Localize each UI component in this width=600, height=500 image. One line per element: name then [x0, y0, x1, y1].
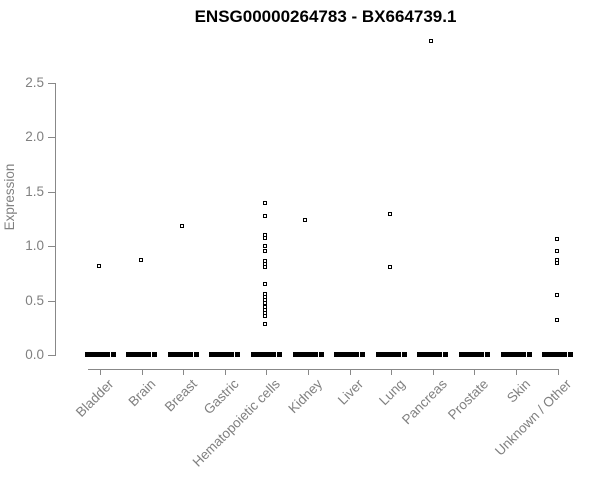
y-tick — [48, 83, 56, 84]
zero-cluster — [84, 352, 116, 357]
data-point — [262, 322, 267, 327]
x-tick-label: Breast — [161, 376, 201, 415]
data-point — [303, 217, 308, 222]
x-tick — [183, 369, 185, 375]
zero-cluster — [417, 352, 449, 357]
chart-title: ENSG00000264783 - BX664739.1 — [194, 7, 457, 26]
data-point — [554, 249, 559, 254]
zero-cluster — [375, 352, 407, 357]
x-tick-label: Brain — [125, 376, 159, 410]
x-tick — [516, 369, 517, 375]
zero-cluster — [542, 352, 574, 357]
x-axis-line — [88, 369, 559, 370]
y-tick — [48, 191, 56, 193]
x-tick-label: Prostate — [445, 376, 492, 423]
data-point — [262, 265, 267, 270]
y-tick — [48, 137, 56, 139]
data-point — [429, 39, 434, 44]
zero-cluster — [126, 352, 158, 357]
zero-cluster — [167, 352, 199, 357]
zero-cluster — [500, 352, 532, 357]
x-tick — [100, 369, 101, 375]
y-tick — [48, 355, 56, 356]
x-tick — [391, 369, 393, 375]
x-tick — [557, 369, 559, 375]
data-point — [262, 314, 267, 319]
zero-cluster — [292, 352, 324, 357]
zero-cluster — [209, 352, 241, 357]
data-point — [388, 212, 393, 217]
y-tick — [48, 300, 56, 302]
data-point — [554, 317, 559, 322]
x-tick-label: Kidney — [285, 376, 325, 417]
x-tick-label: Lung — [376, 376, 409, 409]
data-point — [262, 214, 267, 219]
x-tick — [224, 369, 226, 375]
x-tick — [266, 369, 268, 375]
data-point — [96, 264, 101, 269]
y-tick-label: 2.5 — [25, 75, 44, 90]
y-tick-label: 0.5 — [25, 292, 44, 308]
x-tick-label: Pancreas — [398, 376, 450, 428]
y-tick-label: 0.0 — [25, 347, 44, 362]
data-point — [262, 236, 267, 241]
x-tick-label: Unknown / Other — [492, 376, 575, 459]
x-tick-label: Bladder — [73, 376, 117, 420]
x-tick — [141, 369, 143, 375]
data-point — [554, 261, 559, 266]
data-point — [554, 292, 559, 297]
y-axis-line — [55, 83, 56, 355]
x-tick — [349, 369, 351, 375]
y-tick — [48, 246, 56, 248]
x-tick-label: Skin — [503, 376, 533, 406]
data-point — [262, 249, 267, 254]
data-point — [388, 265, 393, 270]
x-tick — [432, 369, 434, 375]
zero-cluster — [334, 352, 366, 357]
x-tick-label: Liver — [335, 376, 367, 408]
zero-cluster — [250, 352, 282, 357]
x-tick — [308, 369, 309, 375]
data-point — [262, 281, 267, 286]
y-tick-label: 2.0 — [25, 129, 44, 145]
data-point — [138, 257, 143, 262]
y-tick-label: 1.5 — [25, 183, 44, 199]
x-tick — [474, 369, 476, 375]
data-point — [262, 201, 267, 206]
data-point — [262, 243, 267, 248]
zero-cluster — [458, 352, 490, 357]
y-tick-label: 1.0 — [25, 238, 44, 254]
data-point — [554, 237, 559, 242]
data-point — [180, 224, 185, 229]
